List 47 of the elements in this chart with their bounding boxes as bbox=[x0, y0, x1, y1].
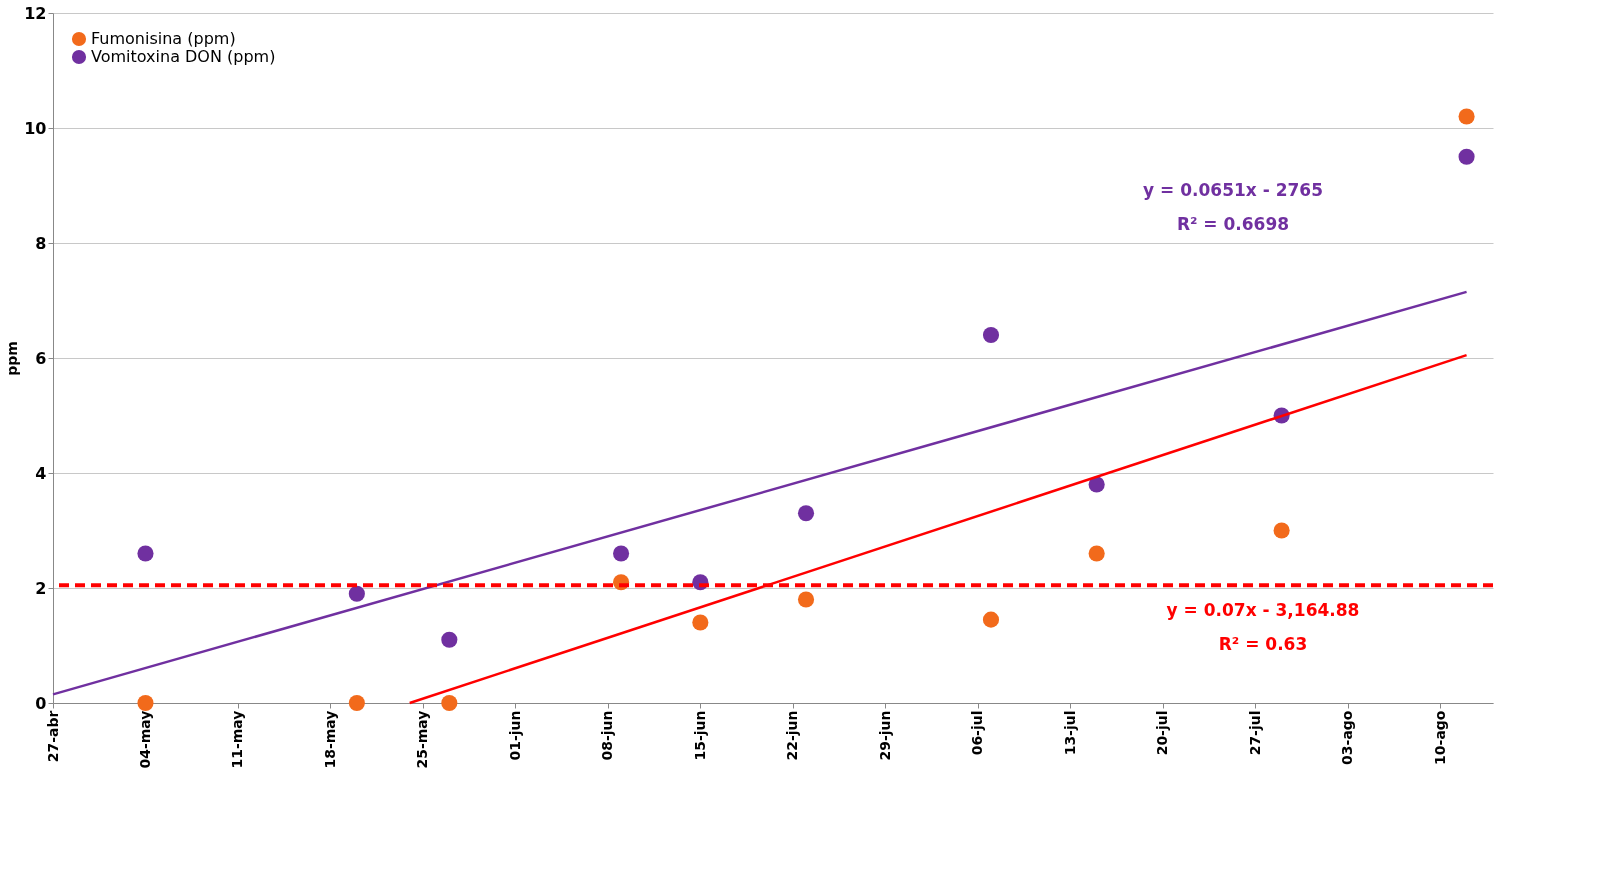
y-tick-label: 4 bbox=[35, 463, 47, 483]
x-tick-label: 27-abr bbox=[44, 710, 61, 763]
x-tick-label: 08-jun bbox=[599, 710, 616, 761]
x-tick-label: 06-jul bbox=[969, 710, 986, 756]
legend-label: Fumonisina (ppm) bbox=[91, 29, 236, 48]
y-tick-label: 6 bbox=[35, 348, 47, 368]
annotation: R² = 0.63 bbox=[1218, 634, 1308, 654]
x-tick-label: 20-jul bbox=[1154, 710, 1171, 756]
annotation: R² = 0.6698 bbox=[1176, 214, 1290, 234]
point bbox=[441, 694, 458, 712]
point bbox=[1273, 522, 1290, 539]
y-tick-label: 12 bbox=[24, 3, 47, 23]
x-tick-label: 22-jun bbox=[784, 710, 801, 761]
point bbox=[613, 545, 630, 562]
point bbox=[1088, 476, 1105, 493]
point bbox=[797, 591, 815, 608]
y-tick-label: 10 bbox=[24, 118, 47, 138]
x-tick-label: 03-ago bbox=[1339, 710, 1356, 765]
x-tick-label: 18-may bbox=[321, 710, 338, 769]
point bbox=[982, 611, 1000, 628]
x-tick-label: 29-jun bbox=[876, 710, 893, 761]
point bbox=[797, 505, 815, 522]
x-tick-label: 11-may bbox=[229, 710, 246, 769]
point bbox=[1458, 108, 1475, 125]
x-tick-label: 10-ago bbox=[1431, 710, 1448, 765]
legend-label: Vomitoxina DON (ppm) bbox=[91, 47, 276, 66]
point bbox=[982, 326, 1000, 344]
x-tick-label: 04-may bbox=[136, 710, 153, 769]
point bbox=[348, 585, 365, 602]
x-tick-label: 27-jul bbox=[1246, 710, 1263, 756]
point bbox=[1458, 148, 1475, 165]
x-tick-label: 25-may bbox=[414, 710, 431, 769]
annotation: y = 0.07x - 3,164.88 bbox=[1166, 600, 1360, 620]
x-tick-label: 01-jun bbox=[506, 710, 523, 761]
annotation: y = 0.0651x - 2765 bbox=[1143, 180, 1323, 200]
point bbox=[348, 694, 365, 712]
point bbox=[441, 631, 458, 648]
point bbox=[1088, 545, 1105, 562]
y-tick-label: 8 bbox=[35, 233, 47, 253]
point bbox=[137, 694, 154, 712]
y-axis-title: ppm bbox=[4, 341, 21, 376]
point bbox=[137, 545, 154, 562]
x-tick-label: 15-jun bbox=[691, 710, 708, 761]
x-tick-label: 13-jul bbox=[1061, 710, 1078, 756]
y-tick-label: 0 bbox=[35, 693, 47, 713]
y-tick-label: 2 bbox=[35, 578, 47, 598]
point bbox=[692, 614, 709, 631]
